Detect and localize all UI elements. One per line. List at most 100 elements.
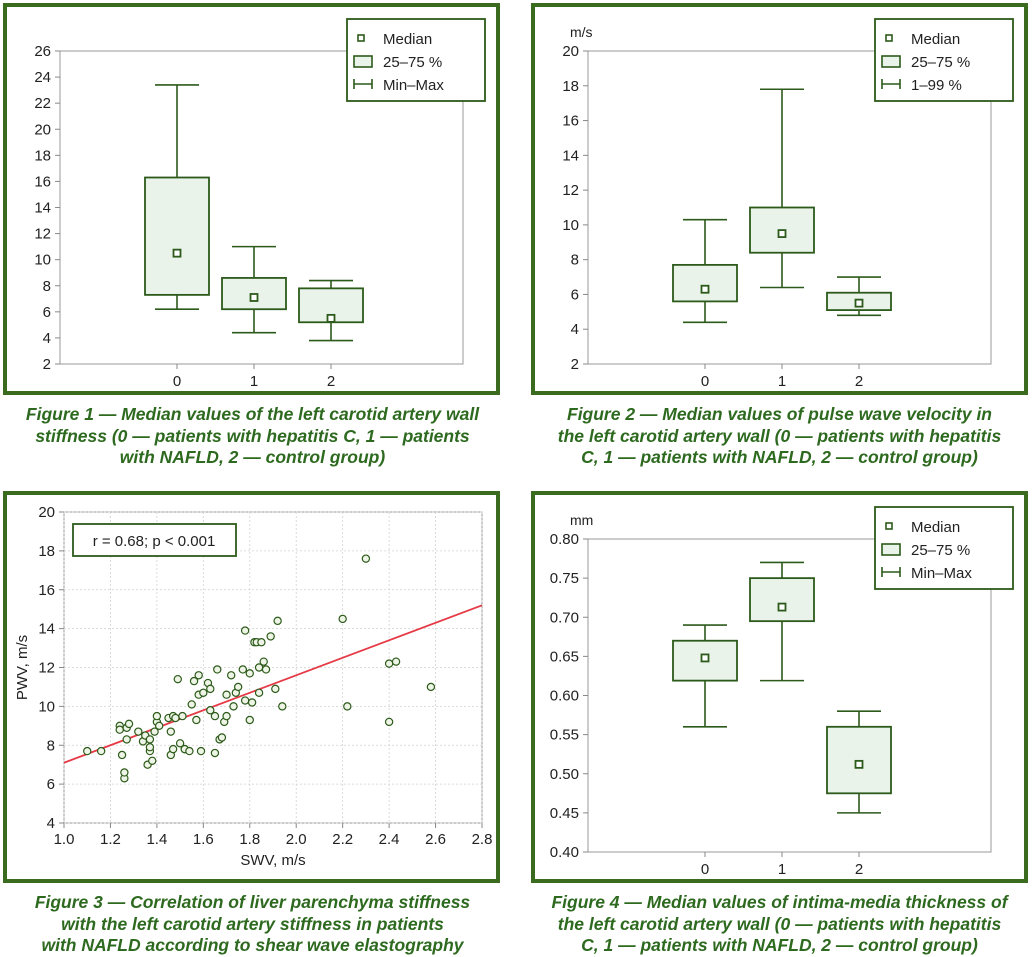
y-tick-label: 4 <box>571 321 579 338</box>
y-tick-label: 24 <box>34 69 51 86</box>
figure-3-caption-line-2: with the left carotid artery stiffness i… <box>61 913 444 934</box>
legend-whisker-label: Min–Max <box>911 565 972 582</box>
figure-2-caption-line-3: C, 1 — patients with NAFLD, 2 — control … <box>581 447 978 467</box>
y-tick-label: 0.45 <box>550 805 579 822</box>
y-tick-label: 14 <box>34 200 51 217</box>
scatter-point <box>83 746 92 756</box>
y-tick-label: 26 <box>34 43 51 60</box>
scatter-point <box>271 684 280 694</box>
legend-median-marker <box>885 522 893 530</box>
y-tick-label: 0.75 <box>550 570 579 587</box>
annotation-box <box>72 523 237 557</box>
y-tick-label: 0.55 <box>550 727 579 744</box>
regression-line <box>63 604 483 764</box>
y-tick-label: 8 <box>571 252 579 269</box>
scatter-point <box>266 632 275 641</box>
x-tick-label: 0 <box>701 373 709 390</box>
legend-box-label: 25–75 % <box>911 54 970 71</box>
figure-4-caption-line-3: C, 1 — patients with NAFLD, 2 — control … <box>581 935 978 955</box>
x-tick-label: 2 <box>327 373 335 390</box>
figure-2-panel: 2 4 6 8 10 12 14 16 18 20 0 1 2 m/s Median 25–75 % 1–99 … <box>531 3 1028 395</box>
scatter-point <box>194 671 203 680</box>
y-tick-label: 16 <box>34 173 51 190</box>
scatter-point <box>338 614 347 624</box>
scatter-point <box>384 717 394 727</box>
figure-1-caption: Figure 1 — Median values of the left car… <box>0 404 505 469</box>
legend-box-marker <box>881 543 901 556</box>
x-tick-label: 0 <box>173 373 181 390</box>
scatter-point <box>185 746 194 756</box>
y-tick-label: 18 <box>34 147 51 164</box>
iqr-box <box>749 577 815 623</box>
figure-4-panel: 0.40 0.45 0.50 0.55 0.60 0.65 0.70 0.75 0.80 0 1 2 m… <box>531 491 1028 883</box>
y-tick-label: 2 <box>571 356 579 373</box>
correlation-annotation: r = 0.68; p < 0.001 <box>93 533 216 550</box>
y-tick-label: 0.60 <box>550 688 579 705</box>
iqr-box <box>672 263 738 303</box>
legend-box-label: 25–75 % <box>383 54 442 71</box>
y-tick-label: 18 <box>38 543 55 560</box>
x-tick-label: 2.6 <box>425 831 446 848</box>
scatter-point <box>261 665 271 674</box>
scatter-point <box>134 727 143 736</box>
scatter-point <box>238 665 248 674</box>
scatter-point <box>175 739 185 748</box>
scatter-point <box>115 725 124 734</box>
y-axis-label: PWV, m/s <box>14 635 31 700</box>
figure-4-caption-line-2: the left carotid artery wall (0 — patien… <box>557 913 1002 934</box>
x-tick-label: 1.4 <box>146 831 167 848</box>
scatter-point <box>187 700 196 709</box>
median-marker <box>700 653 710 663</box>
figure-1-panel: 2 4 6 8 10 12 14 16 18 20 22 24 26 0 1 2 Median 25–75 % Mi… <box>3 3 500 395</box>
x-tick-label: 1.8 <box>239 831 260 848</box>
scatter-point <box>189 676 199 686</box>
y-tick-label: 10 <box>38 698 55 715</box>
scatter-point <box>206 684 215 694</box>
scatter-point <box>150 727 159 736</box>
y-tick-label: 18 <box>562 78 579 95</box>
scatter-point <box>384 659 394 668</box>
legend-box-marker <box>881 55 901 68</box>
scatter-point <box>245 669 254 678</box>
legend-median-marker <box>357 34 365 42</box>
median-marker <box>172 248 182 258</box>
y-tick-label: 4 <box>43 330 51 347</box>
scatter-point <box>117 750 127 760</box>
y-tick-label: 0.50 <box>550 766 579 783</box>
x-tick-label: 0 <box>701 861 709 878</box>
scatter-point <box>217 733 227 742</box>
figure-2-caption: Figure 2 — Median values of pulse wave v… <box>527 404 1032 469</box>
y-tick-label: 14 <box>562 147 579 164</box>
median-marker <box>777 229 787 238</box>
y-tick-label: 20 <box>562 43 579 60</box>
y-tick-label: 22 <box>34 95 51 112</box>
y-tick-label: 20 <box>38 504 55 521</box>
x-tick-label: 2.4 <box>379 831 400 848</box>
scatter-point <box>192 715 201 725</box>
scatter-point <box>391 657 401 666</box>
x-tick-label: 1.0 <box>54 831 75 848</box>
scatter-point <box>259 657 268 666</box>
scatter-point <box>148 756 157 765</box>
legend-whisker-label: Min–Max <box>383 77 444 94</box>
figure-4-box-plot: 0.40 0.45 0.50 0.55 0.60 0.65 0.70 0.75 0.80 0 1 2 m… <box>550 506 1014 878</box>
median-marker <box>854 298 864 308</box>
y-tick-label: 14 <box>38 621 55 638</box>
y-tick-label: 12 <box>38 660 55 677</box>
y-tick-label: 2 <box>43 356 51 373</box>
scatter-point <box>210 711 220 721</box>
figure-4-caption-line-1: Figure 4 — Median values of intima-media… <box>551 892 1008 912</box>
scatter-point <box>122 735 131 744</box>
median-marker <box>700 284 710 294</box>
scatter-point <box>254 688 264 697</box>
scatter-point <box>222 690 231 699</box>
y-tick-label: 4 <box>47 815 55 832</box>
scatter-point <box>278 702 287 711</box>
y-tick-label: 10 <box>562 217 579 234</box>
scatter-point <box>171 713 180 723</box>
scatter-point <box>120 768 129 777</box>
figure-4-caption: Figure 4 — Median values of intima-media… <box>527 892 1032 957</box>
scatter-point <box>229 702 238 711</box>
